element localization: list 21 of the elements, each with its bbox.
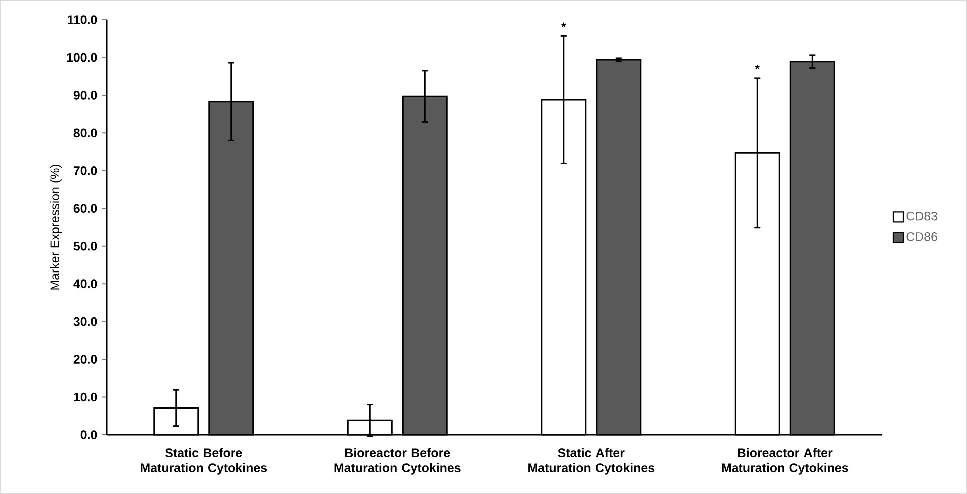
y-tick-label: 70.0 — [74, 166, 98, 176]
y-tick-label: 10.0 — [74, 392, 98, 402]
y-tick-label: 90.0 — [74, 91, 98, 100]
y-tick-label: 40.0 — [74, 280, 98, 288]
annotation: * — [755, 65, 760, 70]
y-tick-label: 0.0 — [80, 430, 98, 440]
y-tick-label: 30.0 — [74, 317, 98, 326]
y-tick-label: 110.0 — [68, 16, 98, 24]
y-tick-label: 80.0 — [74, 128, 98, 138]
x-tick-label: Bioreactor Before Maturation Cytokines — [334, 448, 461, 475]
y-axis-title: Marker Expression (%) — [50, 164, 62, 290]
x-tick-label: Static After Maturation Cytokines — [528, 448, 655, 475]
annotation: * — [562, 22, 566, 28]
y-tick-label: 50.0 — [74, 242, 98, 251]
y-tick-label: 100.0 — [67, 53, 98, 62]
y-tick-label: 60.0 — [74, 204, 98, 214]
legend-label: CD86 — [906, 232, 938, 242]
legend-label: CD83 — [906, 212, 938, 221]
x-tick-label: Static Before Maturation Cytokines — [141, 448, 268, 475]
x-tick-label: Bioreactor After Maturation Cytokines — [722, 448, 848, 475]
y-tick-label: 20.0 — [74, 355, 98, 364]
